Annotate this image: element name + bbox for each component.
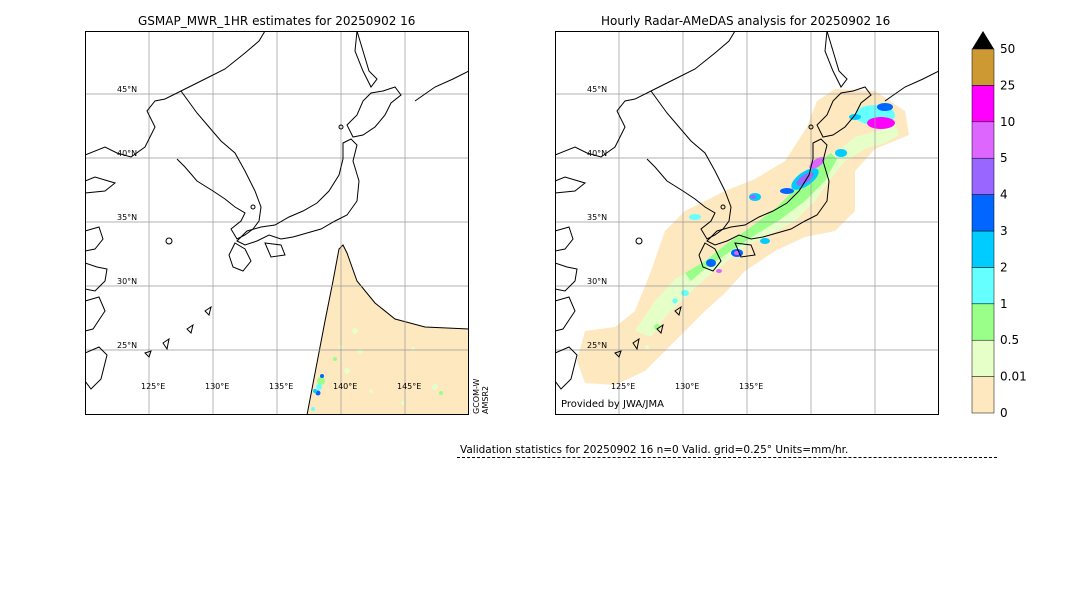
validation-statistics: Validation statistics for 20250902 16 n=… xyxy=(460,444,849,456)
lat-label: 35°N xyxy=(587,213,607,222)
colorbar-tick-label: 3 xyxy=(1000,224,1008,238)
lon-label: 130°E xyxy=(675,382,699,391)
lat-label: 40°N xyxy=(587,149,607,158)
colorbar-swatch xyxy=(971,267,995,305)
colorbar-swatch xyxy=(971,230,995,268)
colorbar-tick-label: 0 xyxy=(1000,406,1008,420)
colorbar-tick-label: 25 xyxy=(1000,78,1015,92)
colorbar-swatch xyxy=(971,303,995,341)
colorbar-tick-label: 5 xyxy=(1000,151,1008,165)
colorbar-swatch xyxy=(971,48,995,86)
left-map: 45°N 40°N 35°N 30°N 25°N 125°E 130°E 135… xyxy=(85,31,469,415)
sensor-label: GCOM-W AMSR2 xyxy=(472,378,490,414)
lat-label: 35°N xyxy=(117,213,137,222)
lat-label: 30°N xyxy=(117,277,137,286)
sensor-label-gcomw: GCOM-W xyxy=(472,378,481,414)
coastlines-right xyxy=(555,31,939,390)
lon-label: 135°E xyxy=(739,382,763,391)
right-map-title: Hourly Radar-AMeDAS analysis for 2025090… xyxy=(601,14,891,28)
lat-label: 30°N xyxy=(587,277,607,286)
colorbar-tick-label: 50 xyxy=(1000,42,1015,56)
lon-label: 145°E xyxy=(397,382,421,391)
colorbar-tick-label: 4 xyxy=(1000,188,1008,202)
colorbar-swatch xyxy=(971,376,995,414)
lon-label: 130°E xyxy=(205,382,229,391)
coastlines-left xyxy=(85,31,469,390)
lon-label: 125°E xyxy=(141,382,165,391)
colorbar-swatch xyxy=(971,85,995,123)
left-map-title: GSMAP_MWR_1HR estimates for 20250902 16 xyxy=(138,14,416,28)
lat-label: 45°N xyxy=(587,85,607,94)
colorbar-swatch xyxy=(971,194,995,232)
lat-label: 25°N xyxy=(587,341,607,350)
rain-band-light xyxy=(635,123,899,337)
colorbar-tick-label: 1 xyxy=(1000,297,1008,311)
lon-label: 140°E xyxy=(333,382,357,391)
stats-divider xyxy=(457,457,997,458)
right-map: 45°N 40°N 35°N 30°N 25°N 125°E 130°E 135… xyxy=(555,31,939,415)
colorbar-swatch xyxy=(971,157,995,195)
colorbar-tick-label: 0.01 xyxy=(1000,370,1027,384)
graticule-right xyxy=(555,31,939,415)
colorbar-extend-arrow xyxy=(972,31,994,49)
lon-label: 135°E xyxy=(269,382,293,391)
colorbar-tick-label: 2 xyxy=(1000,260,1008,274)
satellite-swath xyxy=(306,244,469,415)
lat-label: 45°N xyxy=(117,85,137,94)
lon-label: 125°E xyxy=(611,382,635,391)
colorbar-tick-label: 0.5 xyxy=(1000,333,1019,347)
colorbar: 0 0.01 0.5 1 2 3 4 5 10 25 50 xyxy=(971,31,1027,420)
precip-specks-left xyxy=(311,328,443,411)
colorbar-tick-label: 10 xyxy=(1000,115,1015,129)
lat-label: 40°N xyxy=(117,149,137,158)
graticule-left xyxy=(85,31,469,415)
colorbar-swatch xyxy=(971,339,995,377)
colorbar-swatch xyxy=(971,121,995,159)
provider-credit: Provided by JWA/JMA xyxy=(561,399,664,410)
lat-label: 25°N xyxy=(117,341,137,350)
sensor-label-amsr2: AMSR2 xyxy=(481,386,490,414)
